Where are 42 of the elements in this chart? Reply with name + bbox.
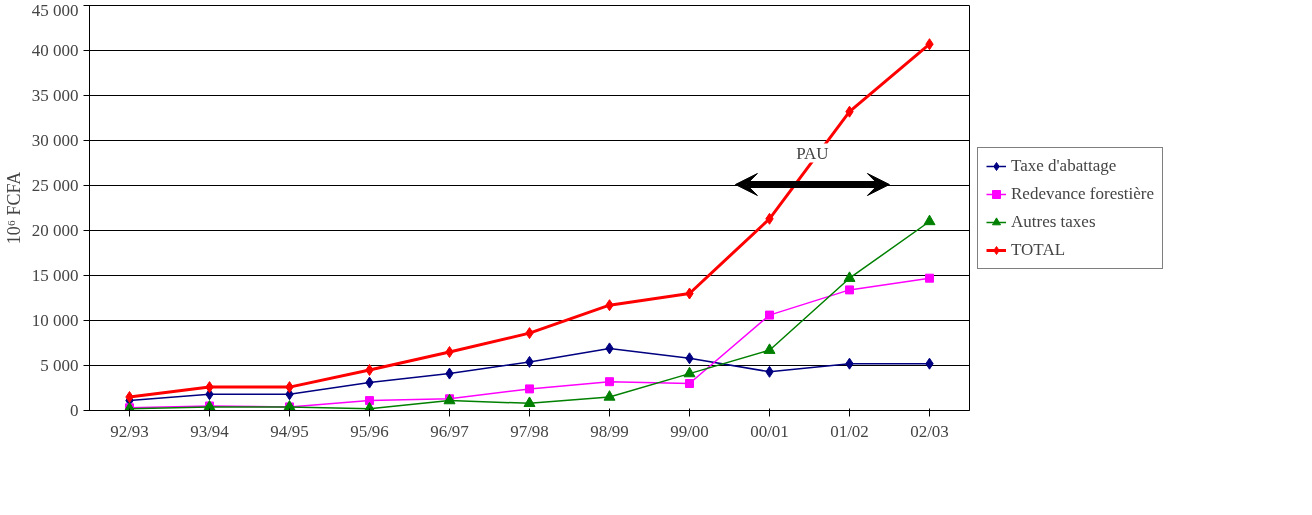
- point: [445, 346, 454, 358]
- point: [125, 391, 134, 403]
- y-tick-label: 5 000: [40, 356, 79, 375]
- point: [525, 384, 534, 394]
- x-tick-label: 96/97: [430, 421, 470, 441]
- x-tick-label: 99/00: [670, 421, 709, 441]
- y-tick-label: 40 000: [31, 41, 79, 60]
- point: [365, 364, 374, 376]
- x-tick-label: 98/99: [590, 421, 629, 441]
- point: [765, 310, 774, 320]
- x-tick-label: 01/02: [830, 421, 869, 441]
- point: [923, 214, 936, 226]
- y-tick-label: 35 000: [31, 86, 79, 105]
- x-tick-label: 00/01: [750, 421, 789, 441]
- point: [685, 379, 694, 388]
- y-tick-label: 45 000: [31, 0, 79, 20]
- y-tick-label: 25 000: [31, 176, 79, 195]
- y-tick-label: 20 000: [31, 221, 79, 240]
- y-tick-label: 10 000: [31, 311, 79, 330]
- point: [763, 343, 776, 354]
- annotation: PAU: [796, 143, 829, 163]
- point: [603, 390, 616, 401]
- x-tick-label: 95/96: [350, 421, 389, 441]
- point: [925, 273, 934, 283]
- y-tick-label: 15 000: [31, 266, 79, 285]
- point: [683, 366, 696, 378]
- legend-label: Autres taxes: [1011, 211, 1096, 232]
- legend-label: Taxe d'abattage: [1011, 155, 1117, 176]
- x-tick-label: 93/94: [190, 421, 230, 441]
- point: [523, 396, 536, 407]
- point: [843, 271, 856, 282]
- y-axis-title: 10⁶ FCFA: [3, 171, 24, 245]
- x-tick-label: 02/03: [910, 421, 949, 441]
- y-tick-label: 30 000: [31, 131, 79, 150]
- point: [845, 285, 854, 295]
- x-tick-label: 92/93: [110, 421, 149, 441]
- x-tick-label: 97/98: [510, 421, 549, 441]
- legend-label: TOTAL: [1011, 239, 1066, 260]
- x-tick-label: 94/95: [270, 421, 309, 441]
- point: [605, 377, 614, 387]
- y-tick-label: 0: [70, 401, 79, 420]
- legend-label: Redevance forestière: [1011, 183, 1154, 204]
